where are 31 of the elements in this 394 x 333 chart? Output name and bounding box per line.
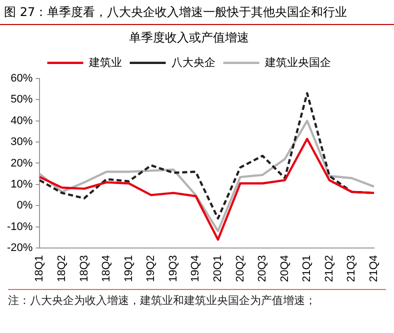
y-tick-label: 10% <box>10 178 33 190</box>
x-tick-label: 20Q4 <box>278 255 291 282</box>
x-tick-label: 21Q2 <box>323 255 336 282</box>
y-tick-label: -20% <box>6 242 33 254</box>
y-tick-label: 60% <box>10 72 33 84</box>
x-tick-label: 19Q1 <box>122 255 135 282</box>
chart-title: 图 27：单季度看，八大央企收入增速一般快于其他央国企和行业 <box>0 0 394 25</box>
y-tick-label: -10% <box>6 220 33 233</box>
y-tick-label: 30% <box>10 136 33 148</box>
legend-label: 建筑业央国企 <box>264 56 331 69</box>
x-tick-label: 20Q2 <box>234 255 246 282</box>
x-tick-label: 21Q3 <box>346 255 358 282</box>
x-tick-label: 19Q2 <box>145 255 158 282</box>
x-tick-label: 19Q4 <box>190 255 202 282</box>
x-tick-label: 19Q3 <box>167 255 180 282</box>
x-tick-label: 20Q3 <box>256 255 269 282</box>
y-tick-label: 20% <box>10 157 33 170</box>
y-tick-label: 50% <box>10 94 33 106</box>
x-tick-label: 21Q4 <box>368 255 380 282</box>
x-tick-label: 21Q1 <box>301 255 314 282</box>
legend-label: 八大央企 <box>171 56 216 69</box>
y-tick-label: 40% <box>10 114 33 127</box>
legend-label: 建筑业 <box>88 56 122 69</box>
x-tick-label: 20Q1 <box>212 255 224 282</box>
x-tick-label: 18Q1 <box>34 255 46 282</box>
text: 注：八大央企为收入增速，建筑业和建筑业央国企为产值增速； <box>8 293 317 308</box>
x-tick-label: 18Q2 <box>56 255 68 282</box>
x-tick-label: 18Q4 <box>100 255 113 282</box>
x-tick-label: 18Q3 <box>78 255 90 282</box>
chart-subtitle: 单季度收入或产值增速 <box>129 30 249 44</box>
y-tick-label: 0% <box>16 200 33 212</box>
